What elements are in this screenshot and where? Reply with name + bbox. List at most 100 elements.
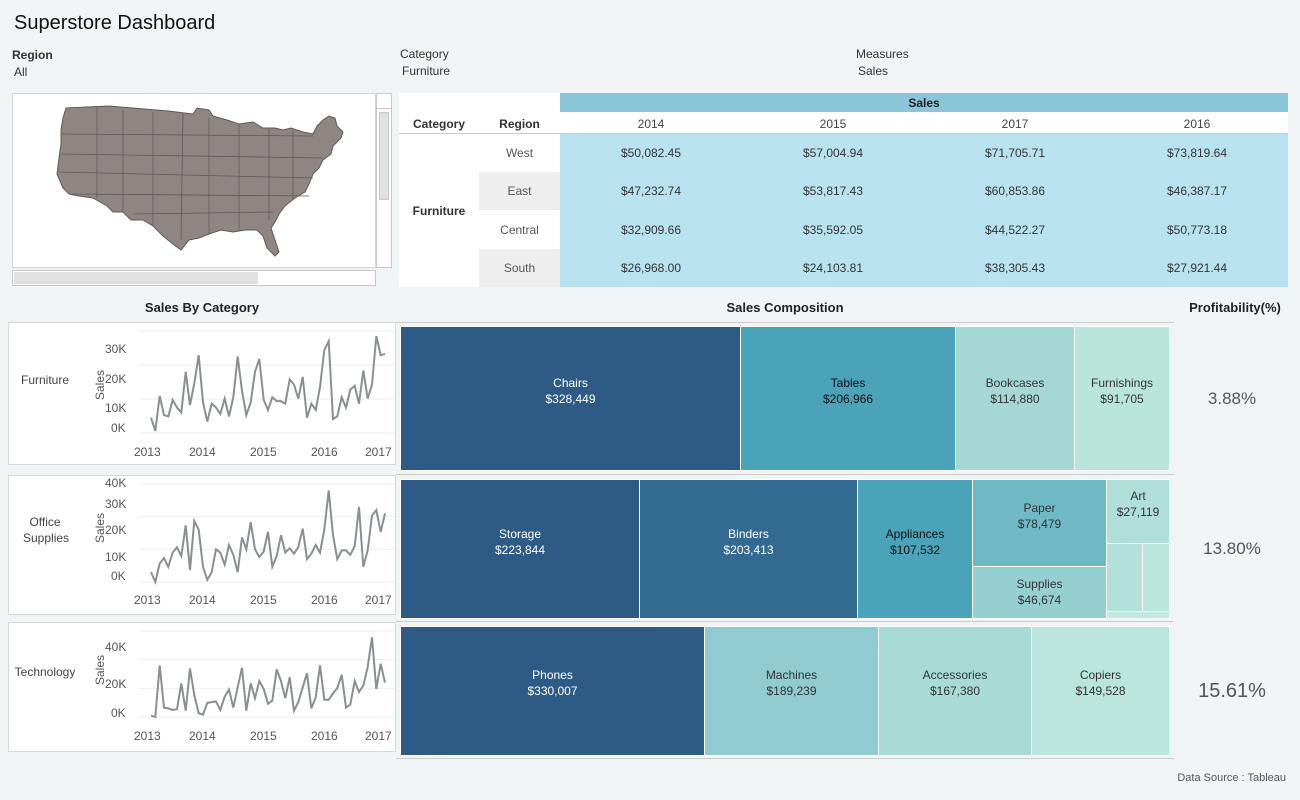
scroll-up-button[interactable] — [377, 94, 391, 109]
treemap-cell-chairs[interactable]: Chairs $328,449 — [400, 326, 741, 471]
treemap-cell-paper[interactable]: Paper $78,479 — [972, 479, 1107, 567]
treemap-cell-value: $149,528 — [1075, 684, 1126, 698]
region-cell: East — [479, 172, 560, 210]
category-filter-label: Category — [400, 47, 449, 61]
sales-value-cell: $32,909.66 — [620, 222, 682, 237]
sales-value-cell: $50,773.18 — [1166, 222, 1228, 237]
treemap-cell-accessories[interactable]: Accessories $167,380 — [878, 626, 1032, 756]
map-vertical-scrollbar[interactable] — [376, 93, 392, 268]
x-tick: 2013 — [134, 593, 161, 607]
x-tick: 2015 — [250, 729, 277, 743]
y-tick: 40K — [105, 476, 127, 490]
sales-value-cell: $35,592.05 — [802, 222, 864, 237]
treemap-technology: Phones $330,007 Machines $189,239 Access… — [400, 626, 1170, 756]
treemap-cell-value: $91,705 — [1100, 392, 1144, 406]
state-borders — [58, 107, 324, 241]
profitability-title: Profitability(%) — [1189, 300, 1281, 315]
sales-value-cell: $60,853.86 — [984, 184, 1046, 198]
measures-filter-label: Measures — [856, 47, 909, 61]
x-tick: 2016 — [311, 445, 338, 459]
sales-header: Sales — [560, 93, 1288, 112]
x-tick: 2017 — [365, 729, 392, 743]
scroll-thumb[interactable] — [14, 272, 258, 284]
treemap-cell-tables[interactable]: Tables $206,966 — [740, 326, 956, 471]
sales-crosstab: Sales Category Region 2014 2015 2017 201… — [399, 93, 1288, 287]
treemap-cell-label: Chairs — [553, 376, 588, 390]
y-tick: 20K — [105, 677, 127, 691]
y-tick: 20K — [105, 523, 127, 537]
y-tick: 30K — [105, 497, 127, 511]
sales-series-line[interactable] — [150, 490, 386, 586]
sparkline-category-label: Office Supplies — [23, 515, 70, 545]
treemap-cell-label: Appliances — [885, 527, 945, 541]
treemap-cell-storage[interactable]: Storage $223,844 — [400, 479, 640, 619]
treemap-cell-art[interactable]: Art $27,119 — [1106, 479, 1170, 544]
year-header: 2016 — [1183, 117, 1211, 131]
treemap-cell-small[interactable] — [1106, 611, 1170, 619]
treemap-cell-binders[interactable]: Binders $203,413 — [639, 479, 858, 619]
sales-value-cell: $53,817.43 — [802, 184, 864, 198]
treemap-cell-label: Art — [1130, 489, 1146, 503]
treemap-cell-label: Paper — [1023, 501, 1056, 515]
sales-series-line[interactable] — [150, 637, 386, 719]
treemap-cell-furnishings[interactable]: Furnishings $91,705 — [1074, 326, 1170, 471]
treemap-cell-value: $206,966 — [822, 392, 874, 406]
treemap-cell-value: $114,880 — [990, 392, 1040, 406]
treemap-cell-phones[interactable]: Phones $330,007 — [400, 626, 705, 756]
sales-value-cell: $26,968.00 — [620, 261, 682, 275]
y-tick: 0K — [111, 706, 126, 720]
treemap-cell-value: $330,007 — [527, 684, 578, 698]
profitability-office-supplies: 13.80% — [1203, 539, 1261, 558]
region-cell: Central — [500, 222, 539, 237]
year-header: 2015 — [819, 117, 847, 131]
data-source-footer: Data Source : Tableau — [1177, 772, 1286, 784]
sales-series-line[interactable] — [150, 335, 386, 432]
treemap-cell-machines[interactable]: Machines $189,239 — [704, 626, 879, 756]
furniture-sales-line-chart — [139, 330, 395, 434]
measures-filter-value[interactable]: Sales — [858, 64, 889, 78]
treemap-cell-value: $27,119 — [1116, 505, 1160, 519]
treemap-cell-value: $107,532 — [889, 543, 941, 557]
map-horizontal-scrollbar[interactable] — [12, 270, 376, 286]
sales-value-cell: $71,705.71 — [984, 146, 1046, 160]
us-map-shape[interactable] — [13, 94, 375, 267]
treemap-cell-value: $167,380 — [929, 684, 981, 698]
treemap-cell-bookcases[interactable]: Bookcases $114,880 — [955, 326, 1075, 471]
sales-value-cell: $27,921.44 — [1166, 261, 1228, 275]
treemap-cell-supplies[interactable]: Supplies $46,674 — [972, 566, 1107, 619]
treemap-cell-value: $189,239 — [766, 684, 817, 698]
treemap-cell-appliances[interactable]: Appliances $107,532 — [857, 479, 973, 619]
treemap-cell-label: Binders — [728, 527, 769, 541]
treemap-furniture: Chairs $328,449 Tables $206,966 Bookcase… — [400, 326, 1170, 471]
us-map-outline — [56, 105, 344, 257]
y-tick: 0K — [111, 421, 126, 435]
y-tick: 20K — [105, 372, 127, 386]
us-map[interactable] — [12, 93, 376, 268]
x-tick: 2016 — [311, 593, 338, 607]
sales-by-category-title: Sales By Category — [144, 300, 260, 315]
x-tick: 2014 — [189, 593, 216, 607]
treemap-cell-value: $203,413 — [723, 543, 774, 557]
treemap-cell-value: $78,479 — [1017, 517, 1062, 531]
sales-value-cell: $38,305.43 — [984, 261, 1046, 275]
x-tick: 2017 — [365, 445, 392, 459]
y-tick: 30K — [105, 342, 127, 356]
sales-composition-title: Sales Composition — [726, 300, 844, 315]
region-filter-value[interactable]: All — [14, 65, 28, 79]
year-header: 2014 — [637, 117, 665, 131]
region-filter-label: Region — [12, 48, 53, 62]
x-tick: 2016 — [311, 729, 338, 743]
scroll-thumb[interactable] — [379, 112, 389, 200]
profitability-furniture: 3.88% — [1207, 389, 1257, 408]
x-tick: 2015 — [250, 593, 277, 607]
sparkline-category-label: Technology — [14, 665, 76, 679]
region-cell: West — [505, 146, 534, 160]
treemap-cell-value: $46,674 — [1017, 593, 1062, 607]
treemap-cell-small[interactable] — [1142, 543, 1170, 612]
sales-value-cell: $73,819.64 — [1166, 146, 1228, 160]
treemap-cell-small[interactable] — [1106, 543, 1143, 612]
treemap-cell-copiers[interactable]: Copiers $149,528 — [1031, 626, 1170, 756]
x-tick: 2013 — [134, 445, 161, 459]
sales-value-cell: $57,004.94 — [802, 146, 864, 160]
category-filter-value[interactable]: Furniture — [402, 64, 451, 78]
